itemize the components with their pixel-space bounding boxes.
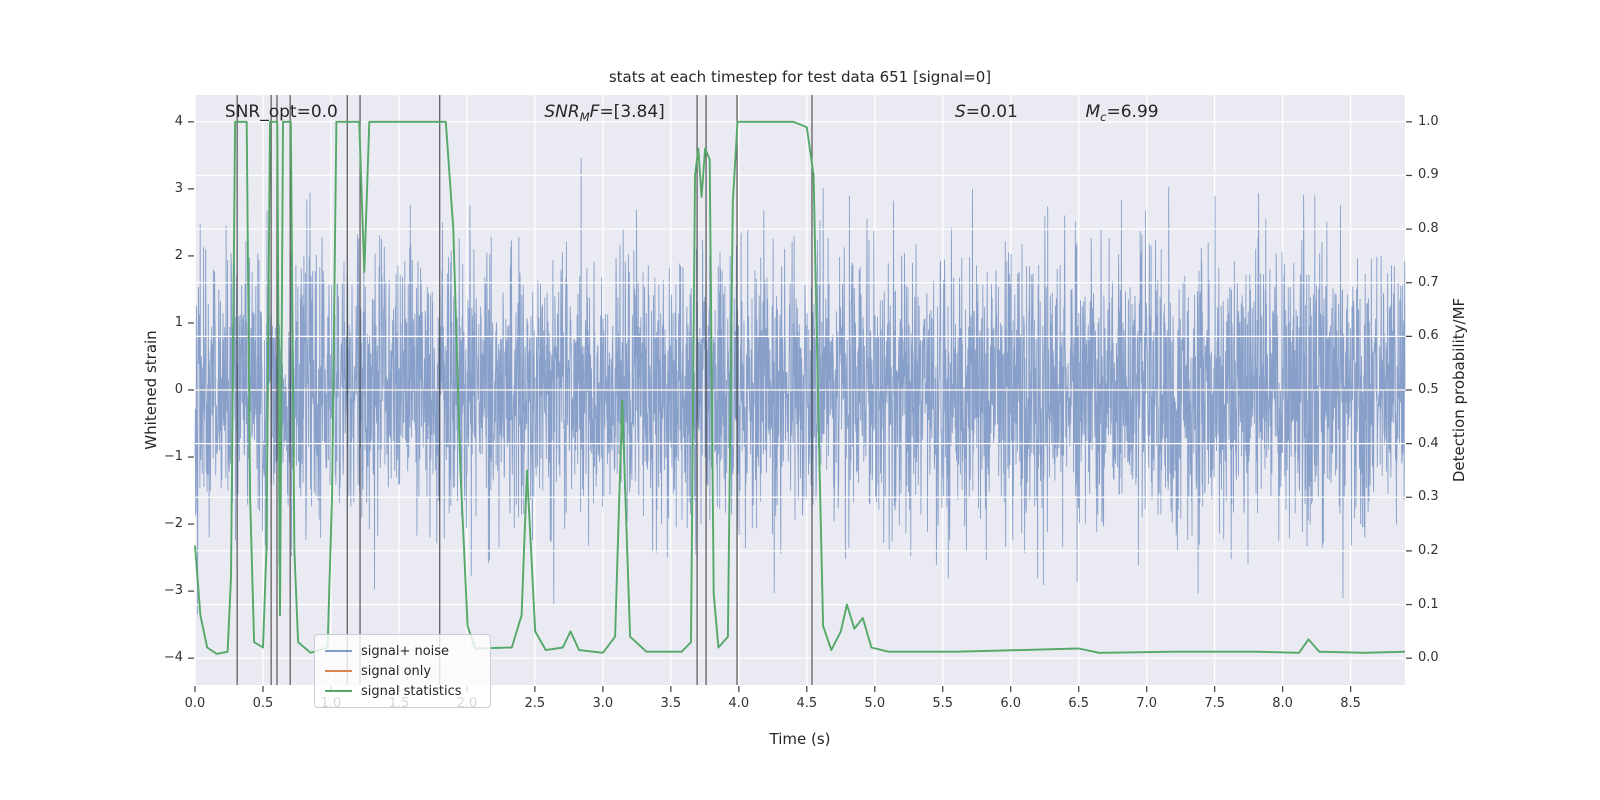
y-tick-label-left: −3: [163, 583, 183, 599]
y-tick-label-right: 0.5: [1418, 382, 1439, 397]
x-tick-label: 0.0: [184, 696, 206, 711]
x-axis-label: Time (s): [769, 730, 831, 748]
x-tick-label: 5.0: [864, 696, 886, 711]
legend-swatch-signal-only: [325, 670, 352, 672]
annotation-text-part: SNR: [544, 102, 580, 122]
legend-swatch-signal-statistics: [325, 690, 352, 692]
annotation-text-part: S: [954, 102, 966, 122]
x-tick-label: 2.5: [524, 696, 546, 711]
annotation-text-part: =0.01: [965, 102, 1018, 122]
legend-label-signal-plus-noise: signal+ noise: [361, 643, 450, 659]
x-tick-label: 3.5: [660, 696, 682, 711]
series-signal-statistics: [194, 120, 1406, 655]
y-tick-label-right: 0.8: [1418, 221, 1439, 237]
y-tick-label-right: 0.2: [1418, 542, 1439, 558]
x-tick-label: 8.5: [1340, 696, 1361, 711]
annotation-chirp-mass: Mc=6.99: [1086, 102, 1159, 124]
legend-item-signal-statistics: signal statistics: [325, 681, 480, 701]
annotation-text-part: c: [1100, 110, 1107, 124]
y-tick-label-left: 2: [174, 247, 183, 263]
y-tick-label-left: 3: [174, 180, 183, 196]
annotation-text-part: =6.99: [1106, 102, 1159, 122]
annotation-s-value: S=0.01: [955, 102, 1018, 122]
x-tick-label: 8.0: [1272, 696, 1293, 711]
y-tick-label-left: −2: [163, 516, 183, 532]
annotation-snr-mf: SNRMF=[3.84]: [544, 102, 664, 124]
y-tick-label-left: 0: [174, 382, 183, 397]
x-tick-label: 3.0: [592, 696, 614, 711]
y-tick-label-right: 0.9: [1418, 167, 1439, 183]
y-tick-label-left: 4: [174, 113, 183, 129]
y-tick-label-left: −1: [163, 449, 183, 465]
legend-swatch-signal-plus-noise: [325, 650, 352, 652]
annotation-text-part: M: [579, 110, 590, 124]
y-tick-label-right: 1.0: [1418, 113, 1439, 129]
legend-item-signal-plus-noise: signal+ noise: [325, 641, 480, 661]
annotation-text-part: F: [589, 102, 600, 122]
y-tick-label-left: 1: [174, 314, 183, 330]
x-tick-label: 4.0: [728, 696, 750, 711]
legend-item-signal-only: signal only: [325, 661, 480, 681]
x-tick-label: 7.0: [1136, 696, 1158, 711]
x-tick-label: 5.5: [932, 696, 954, 711]
x-tick-label: 0.5: [252, 696, 274, 711]
legend-label-signal-statistics: signal statistics: [361, 683, 462, 699]
x-tick-label: 6.0: [1000, 696, 1022, 711]
y-tick-label-right: 0.4: [1418, 435, 1439, 451]
series-signal-plus-noise: [194, 157, 1406, 615]
x-tick-label: 6.5: [1068, 696, 1090, 711]
y-tick-label-right: 0.0: [1418, 650, 1439, 666]
legend-label-signal-only: signal only: [361, 663, 432, 679]
y-tick-label-left: −4: [163, 650, 183, 666]
x-tick-label: 7.5: [1204, 696, 1225, 711]
y-tick-label-right: 0.6: [1418, 328, 1439, 344]
legend: signal+ noise signal only signal statist…: [314, 634, 491, 708]
y-tick-label-right: 0.3: [1418, 489, 1439, 505]
annotation-text-part: =[3.84]: [599, 102, 665, 122]
annotation-snr-opt: SNR_opt=0.0: [225, 102, 338, 122]
annotation-text-part: SNR_opt=0.0: [224, 102, 338, 122]
chart-title: stats at each timestep for test data 651…: [608, 68, 992, 86]
x-tick-label: 4.5: [796, 696, 818, 711]
y-tick-label-right: 0.1: [1418, 596, 1439, 612]
annotation-text-part: M: [1085, 102, 1101, 122]
y-tick-label-right: 0.7: [1418, 274, 1439, 290]
